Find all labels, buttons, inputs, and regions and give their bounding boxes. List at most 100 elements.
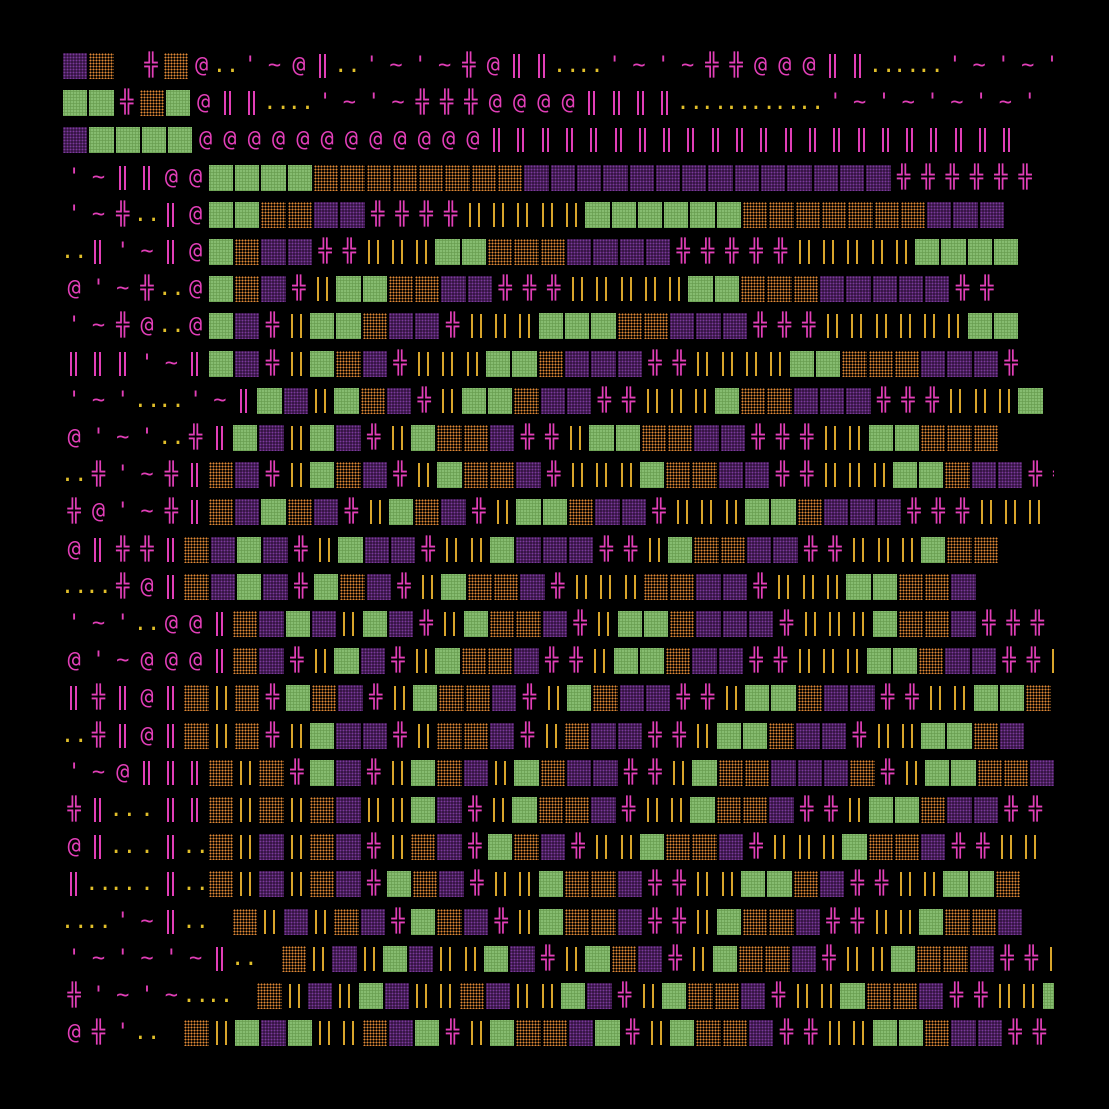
orange-dots-block: [261, 201, 286, 228]
orange-dots-block: [643, 573, 669, 600]
tilde-glyph: ~: [86, 162, 110, 194]
orange-dots-block: [461, 648, 487, 675]
glyph-char: ╬: [439, 90, 454, 116]
yellow-pipe-glyph: [896, 534, 920, 566]
glyph-char: ╬: [116, 313, 130, 339]
orange-dots-block: [233, 611, 258, 637]
cross-glyph: ╬: [999, 794, 1023, 826]
orange-dots-block: [611, 945, 636, 972]
glyph-char: ╬: [547, 276, 561, 302]
yellow-pipe-glyph: [975, 496, 999, 528]
glyph-char: ╬: [749, 239, 763, 264]
glyph-char: ╬: [955, 276, 970, 302]
glyph-char: ╬: [676, 239, 690, 264]
cross-glyph: ╬: [135, 534, 159, 566]
purple-block: [362, 462, 387, 489]
green-block: [261, 499, 286, 526]
purple-block: [490, 722, 515, 749]
glyph-char: ╬: [498, 276, 512, 302]
glyph-char: @: [189, 239, 203, 264]
glyph-char: @: [140, 573, 154, 599]
double-pipe-glyph: [86, 236, 110, 268]
green-block: [716, 722, 742, 749]
green-block: [943, 871, 968, 898]
orange-dots-block: [488, 648, 513, 675]
double-pipe-glyph: [311, 50, 335, 82]
orange-dots-block: [666, 834, 691, 861]
orange-dots-block: [538, 797, 563, 823]
swirl-glyph: @: [242, 124, 266, 156]
yellow-pipe-glyph: [821, 310, 845, 342]
cross-glyph: ╬: [412, 385, 436, 417]
tilde-glyph: ~: [111, 422, 135, 454]
purple-block: [925, 276, 950, 303]
glyph-char: ..: [749, 90, 776, 116]
tilde-glyph: ~: [896, 87, 920, 119]
orange-dots-block: [362, 313, 387, 340]
yellow-pipe-glyph: [592, 608, 616, 640]
glyph-char: @: [189, 164, 203, 190]
green-block: [538, 908, 563, 935]
glyph-char: ╬: [265, 313, 280, 339]
double-pipe-glyph: [704, 124, 728, 156]
blank-cell: [208, 906, 232, 938]
glyph-char: ╬: [1032, 1020, 1047, 1046]
green-block: [435, 239, 460, 265]
glyph-char: ╬: [974, 983, 988, 1008]
orange-dots-block: [415, 499, 440, 526]
glyph-char: @: [140, 648, 154, 674]
purple-block: [927, 201, 952, 228]
tick-glyph: ': [62, 385, 86, 417]
glyph-char: ╬: [468, 797, 482, 822]
glyph-char: ': [140, 983, 154, 1008]
purple-block: [259, 648, 284, 675]
yellow-pipe-glyph: [823, 1017, 847, 1049]
double-pipe-glyph: [208, 943, 232, 975]
yellow-pipe-glyph: [285, 348, 309, 380]
tick-glyph: ': [872, 87, 896, 119]
orange-dots-block: [471, 164, 497, 191]
yellow-pipe-glyph: [1048, 794, 1054, 826]
art-row: ╬ @ ╬ ╬ ╬ ╬ ╬ ╬ ╬: [62, 682, 1054, 714]
green-block: [872, 1020, 897, 1047]
glyph-char: @: [67, 425, 81, 450]
glyph-char: ~: [140, 239, 154, 264]
glyph-char: @: [67, 834, 81, 860]
glyph-char: ~: [116, 983, 130, 1008]
purple-block: [637, 945, 663, 972]
dots-glyph: ..: [334, 50, 361, 82]
double-pipe-glyph: [580, 87, 604, 119]
glyph-char: ╬: [648, 908, 662, 934]
double-pipe-glyph: [655, 124, 679, 156]
cross-glyph: ╬: [845, 906, 869, 938]
purple-block: [973, 350, 998, 377]
cross-glyph: ╬: [819, 794, 843, 826]
yellow-pipe-glyph: [1023, 496, 1047, 528]
green-block: [362, 611, 387, 637]
orange-dots-block: [973, 425, 998, 451]
cross-glyph: ╬: [260, 720, 284, 752]
glyph-char: @: [164, 164, 178, 190]
glyph-char: ╬: [875, 871, 889, 897]
green-block: [411, 908, 436, 935]
purple-block: [235, 313, 260, 340]
purple-block: [520, 573, 545, 600]
purple-block: [876, 499, 901, 526]
orange-dots-block: [947, 425, 972, 451]
purple-block: [747, 536, 772, 563]
yellow-pipe-glyph: [847, 534, 871, 566]
double-pipe-glyph: [530, 50, 554, 82]
yellow-pipe-glyph: [459, 943, 483, 975]
yellow-pipe-glyph: [645, 1017, 669, 1049]
orange-dots-block: [894, 834, 920, 861]
yellow-pipe-glyph: [258, 906, 282, 938]
yellow-pipe-glyph: [843, 459, 867, 491]
green-block: [846, 573, 871, 600]
glyph-char: ╬: [994, 164, 1008, 190]
purple-block: [745, 462, 770, 489]
green-block: [285, 611, 310, 637]
glyph-char: ~: [998, 90, 1013, 116]
glyph-char: ╬: [771, 983, 786, 1008]
cross-glyph: ╬: [592, 385, 616, 417]
purple-block: [311, 611, 337, 637]
